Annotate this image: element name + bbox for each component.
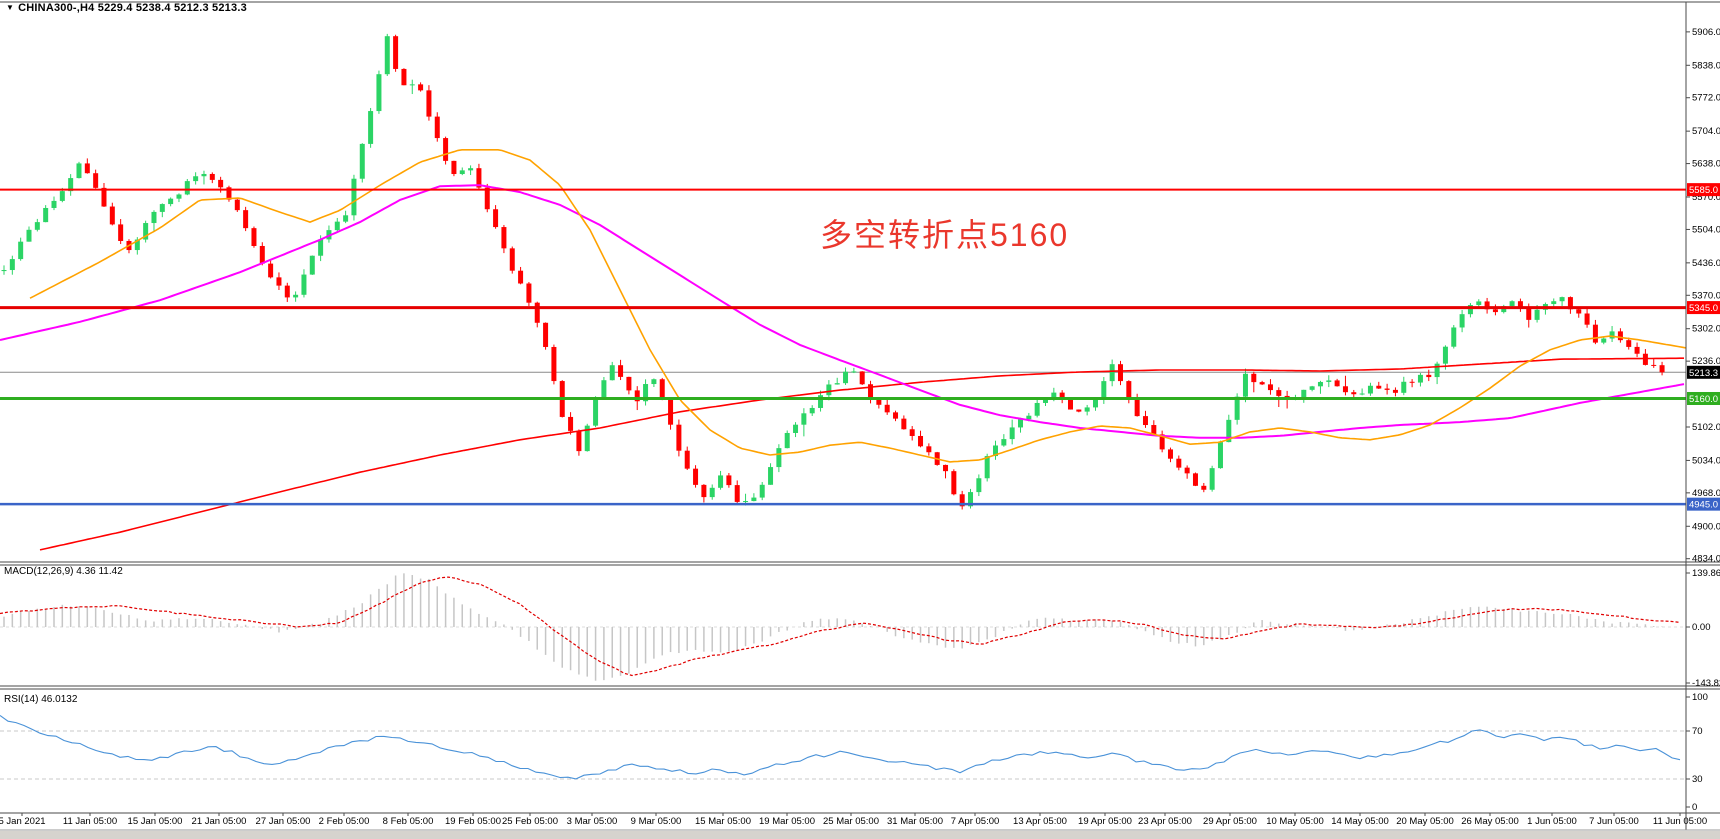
date-axis: 5 Jan 2021 11 Jan 05:00 15 Jan 05:00 21 Jan… [0,813,1707,827]
price-tick-label: 5772.0 [1692,93,1720,104]
date-tick-label: 15 Jan 05:00 [128,816,183,827]
price-badge-5585.0 [1687,183,1720,197]
price-badge-label: 5213.3 [1689,368,1718,379]
horizontal-level-lines [0,188,1686,506]
macd-scale-label: 139.86 [1692,568,1720,579]
price-badge-4945.0 [1687,497,1720,511]
price-tick-label: 5302.0 [1692,324,1720,335]
date-tick-label: 27 Jan 05:00 [256,816,311,827]
price-tick-label: 5436.0 [1692,258,1720,269]
date-tick-label: 15 Mar 05:00 [695,816,751,827]
date-tick-label: 14 May 05:00 [1331,816,1389,827]
date-tick-label: 11 Jun 05:00 [1653,816,1707,827]
rsi-scale-label: 70 [1692,726,1703,737]
macd-scale-label: -143.82 [1692,678,1720,689]
price-tick-label: 5102.0 [1692,422,1720,433]
date-tick-label: 21 Jan 05:00 [192,816,247,827]
panel-separators [0,561,1720,839]
rsi-panel: 100 70 30 0 [0,692,1708,813]
date-tick-label: 11 Jan 05:00 [63,816,117,827]
price-tick-label: 5236.0 [1692,356,1720,367]
date-tick-label: 13 Apr 05:00 [1013,816,1067,827]
price-tick-label: 5638.0 [1692,159,1720,170]
date-tick-label: 2 Feb 05:00 [319,816,370,827]
price-tick-label: 5570.0 [1692,192,1720,203]
date-tick-label: 29 Apr 05:00 [1203,816,1257,827]
date-tick-label: 31 Mar 05:00 [887,816,943,827]
ma-slow-red-line [39,357,1684,551]
chart-title-bar: ▼ CHINA300-,H4 5229.4 5238.4 5212.3 5213… [6,2,247,14]
date-tick-label: 19 Mar 05:00 [759,816,815,827]
price-badge-label: 5345.0 [1689,303,1718,314]
macd-panel: 139.86 0.00 -143.82 [0,568,1720,689]
date-tick-label: 25 Feb 05:00 [502,816,558,827]
date-tick-label: 19 Feb 05:00 [445,816,501,827]
date-tick-label: 7 Apr 05:00 [951,816,1000,827]
rsi-indicator-label: RSI(14) 46.0132 [4,694,78,705]
date-tick-label: 10 May 05:00 [1266,816,1324,827]
price-tick-label: 5838.0 [1692,60,1720,71]
symbol-ohlc-text: CHINA300-,H4 5229.4 5238.4 5212.3 5213.3 [18,2,247,14]
macd-signal-line [0,576,1681,677]
rsi-scale-label: 30 [1692,774,1703,785]
price-badge-5160.0 [1687,391,1720,405]
price-tick-label: 5370.0 [1692,290,1720,301]
symbol-dropdown-icon[interactable]: ▼ [6,2,15,12]
date-tick-label: 20 May 05:00 [1396,816,1454,827]
price-badge-label: 5585.0 [1689,185,1718,196]
rsi-scale-label: 100 [1692,692,1708,703]
pivot-annotation-text: 多空转折点5160 [820,217,1070,253]
price-tick-label: 4968.0 [1692,488,1720,499]
ma-mid-magenta-line [0,184,1685,439]
price-tick-label: 5504.0 [1692,224,1720,235]
price-badge-5213.3 [1687,365,1720,379]
candles-series [1,33,1665,510]
date-tick-label: 19 Apr 05:00 [1078,816,1132,827]
rsi-scale-label: 0 [1692,802,1697,813]
date-tick-label: 25 Mar 05:00 [823,816,879,827]
macd-scale-label: 0.00 [1692,622,1711,633]
price-tick-label: 4834.0 [1692,554,1720,565]
date-tick-label: 7 Jun 05:00 [1589,816,1639,827]
price-badge-5345.0 [1687,301,1720,315]
date-tick-label: 23 Apr 05:00 [1138,816,1192,827]
date-tick-label: 9 Mar 05:00 [631,816,682,827]
price-badge-label: 4945.0 [1689,500,1718,511]
macd-indicator-label: MACD(12,26,9) 4.36 11.42 [4,566,123,577]
moving-averages [0,149,1687,551]
date-tick-label: 8 Feb 05:00 [383,816,434,827]
date-tick-label: 1 Jun 05:00 [1527,816,1577,827]
date-tick-label: 3 Mar 05:00 [567,816,618,827]
price-tick-label: 5704.0 [1692,126,1720,137]
date-tick-label: 26 May 05:00 [1461,816,1519,827]
price-badge-label: 5160.0 [1689,394,1718,405]
price-tick-label: 5906.0 [1692,27,1720,38]
date-tick-label: 5 Jan 2021 [0,816,46,827]
ma-fast-orange-line [29,149,1687,463]
price-tick-label: 4900.0 [1692,521,1720,532]
price-tick-label: 5034.0 [1692,455,1720,466]
price-badges: 5585.0 5345.0 5213.3 5160.0 4945.0 [1687,183,1720,511]
rsi-line [0,715,1681,780]
